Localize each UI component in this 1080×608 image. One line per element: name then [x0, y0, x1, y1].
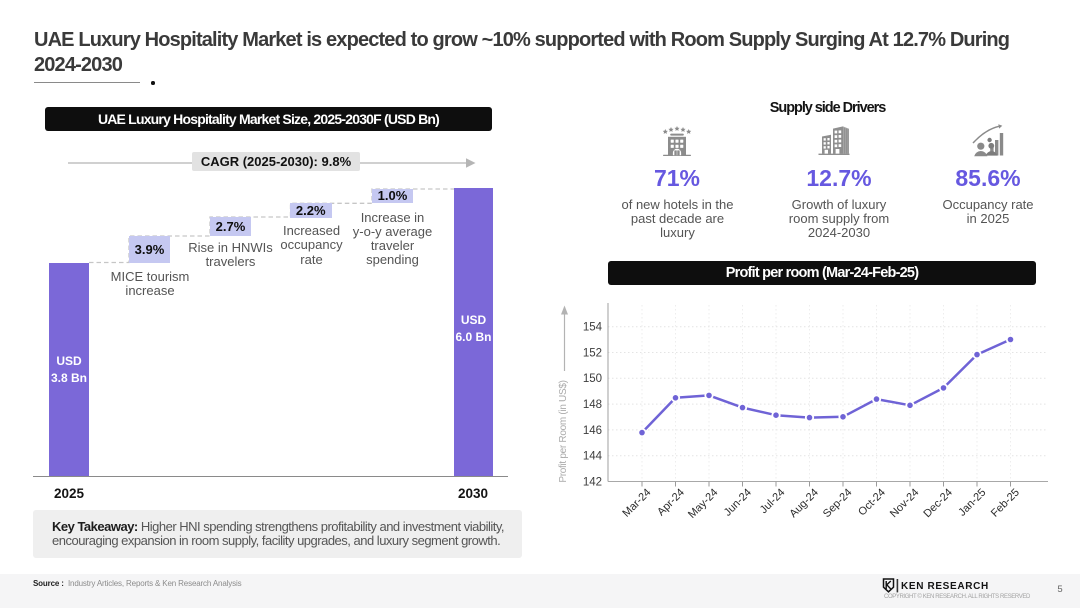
svg-text:Apr-24: Apr-24 — [655, 487, 687, 519]
svg-text:144: 144 — [583, 451, 603, 463]
svg-text:Nov-24: Nov-24 — [888, 487, 922, 521]
svg-text:146: 146 — [583, 425, 602, 437]
svg-text:Sep-24: Sep-24 — [821, 487, 855, 521]
svg-text:Aug-24: Aug-24 — [787, 487, 821, 521]
svg-text:Feb-25: Feb-25 — [989, 487, 1022, 520]
svg-text:Oct-24: Oct-24 — [856, 487, 888, 519]
svg-text:142: 142 — [583, 476, 602, 488]
svg-text:148: 148 — [583, 399, 602, 411]
svg-text:Jul-24: Jul-24 — [758, 487, 788, 517]
svg-text:150: 150 — [583, 373, 602, 385]
svg-text:Mar-24: Mar-24 — [620, 487, 653, 520]
svg-text:Dec-24: Dec-24 — [921, 487, 955, 521]
svg-text:May-24: May-24 — [686, 487, 720, 521]
svg-text:Profit per Room (in US$): Profit per Room (in US$) — [558, 380, 569, 482]
svg-text:Jan-25: Jan-25 — [956, 487, 988, 519]
svg-text:152: 152 — [583, 347, 602, 359]
svg-text:154: 154 — [583, 322, 603, 334]
svg-text:Jun-24: Jun-24 — [722, 487, 754, 519]
